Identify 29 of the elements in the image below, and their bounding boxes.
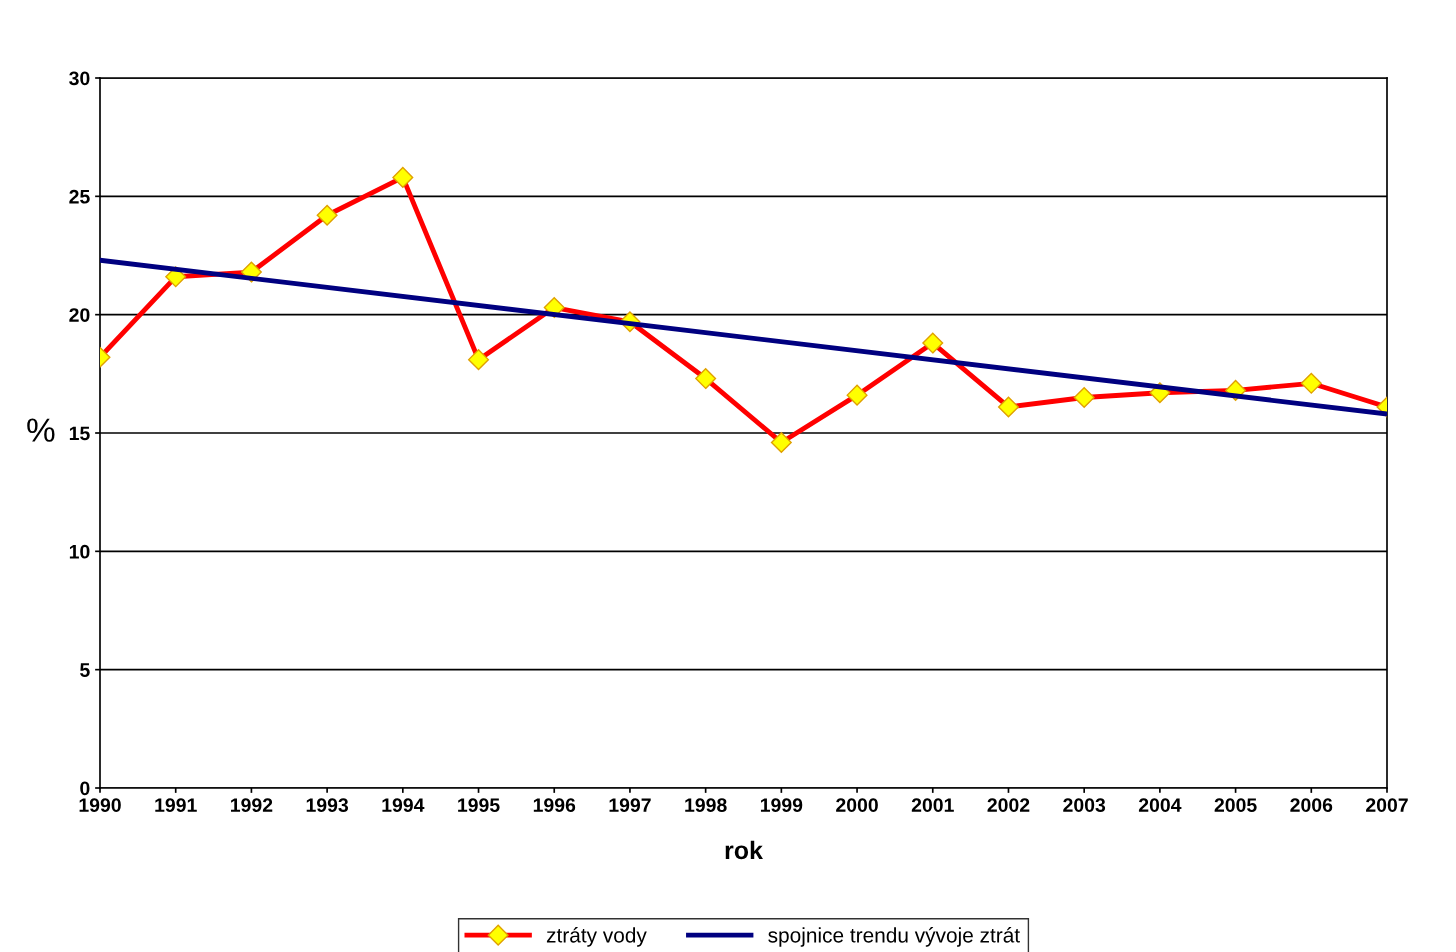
- y-tick-label: 15: [69, 426, 90, 441]
- x-tick-label: 1994: [382, 798, 425, 812]
- x-tick-label: 2000: [836, 798, 878, 812]
- x-tick-label: 1990: [79, 798, 121, 812]
- y-tick-label: 0: [80, 781, 90, 796]
- x-tick-label: 1991: [155, 798, 197, 812]
- y-tick-label: 20: [69, 308, 90, 322]
- y-tick-label: 10: [69, 544, 90, 559]
- x-tick-label: 2005: [1214, 798, 1257, 812]
- legend-label: spojnice trendu vývoje ztrát: [768, 927, 1020, 947]
- x-tick-label: 1996: [533, 798, 576, 812]
- x-tick-label: 1993: [306, 798, 349, 813]
- y-tick-label: 5: [80, 663, 90, 677]
- y-tick-label: 30: [69, 71, 90, 86]
- y-axis-title: %: [27, 418, 55, 442]
- x-axis-title: rok: [725, 840, 763, 860]
- x-tick-label: 1997: [609, 798, 651, 812]
- x-tick-label: 2003: [1063, 798, 1106, 813]
- x-tick-label: 2006: [1290, 798, 1333, 812]
- x-tick-label: 2004: [1138, 798, 1182, 812]
- legend-label: ztráty vody: [546, 927, 647, 947]
- x-tick-label: 1999: [760, 798, 803, 812]
- y-tick-label: 25: [69, 189, 90, 204]
- x-tick-label: 1992: [231, 798, 273, 812]
- x-tick-label: 1995: [458, 798, 500, 812]
- x-tick-label: 1998: [685, 798, 727, 812]
- x-tick-label: 2001: [911, 798, 954, 812]
- x-tick-label: 2002: [987, 798, 1030, 812]
- x-tick-label: 2007: [1366, 798, 1408, 812]
